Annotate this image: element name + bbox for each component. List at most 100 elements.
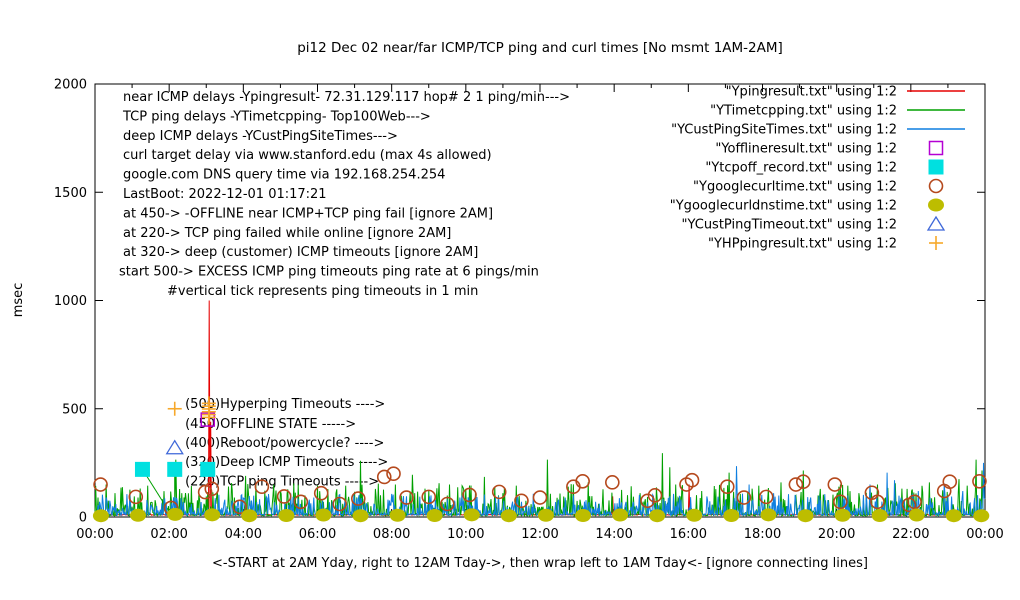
annotation-2: (450)OFFLINE STATE -----> (185, 417, 356, 432)
legend-entry-label: "YHPpingresult.txt" using 1:2 (708, 237, 897, 252)
x-axis-label: <-START at 2AM Yday, right to 12AM Tday-… (212, 556, 868, 571)
point-open-circle-series-6 (462, 487, 477, 503)
x-tick-label: 02:00 (150, 527, 187, 542)
point-open-circle-series-6 (827, 477, 843, 492)
y-tick-label: 1000 (54, 294, 87, 309)
annotation-4: (320)Deep ICMP Timeouts ----> (185, 455, 388, 470)
point-filled-circle-series-7 (973, 509, 990, 523)
point-filled-circle-series-7 (389, 508, 406, 522)
legend-open-circle-sample (928, 178, 944, 194)
point-open-circle-series-6 (684, 472, 700, 488)
point-filled-circle-series-7 (649, 509, 666, 523)
point-open-circle-series-6 (491, 484, 507, 500)
point-filled-circle-series-7 (612, 508, 629, 522)
x-tick-label: 10:00 (447, 527, 484, 542)
point-filled-circle-series-7 (834, 508, 851, 522)
y-tick-label: 2000 (54, 78, 87, 93)
point-open-circle-series-6 (350, 491, 366, 506)
point-open-circle-series-6 (788, 477, 804, 492)
point-open-circle-series-6 (93, 477, 108, 492)
point-filled-circle-series-7 (92, 509, 109, 523)
info-line-5: google.com DNS query time via 192.168.25… (123, 168, 445, 183)
info-line-2: TCP ping delays -YTimetcpping- Top100Web… (122, 109, 431, 124)
series-layer (92, 300, 990, 523)
x-tick-label: 08:00 (373, 527, 410, 542)
x-tick-label: 00:00 (76, 527, 113, 542)
info-line-4: curl target delay via www.stanford.edu (… (123, 148, 492, 163)
legend-entry-label: "Yofflineresult.txt" using 1:2 (715, 142, 897, 157)
axes-layer: 00:00 02:00 04:00 06:00 08:00 10:00 12:00 14:00… (54, 78, 1004, 543)
annotation-3: (400)Reboot/powercycle? ----> (185, 436, 384, 451)
point-filled-circle-series-7 (686, 508, 703, 522)
point-open-circle-series-6 (605, 475, 620, 490)
info-line-3: deep ICMP delays -YCustPingSiteTimes---> (123, 129, 398, 144)
point-filled-square-series-5 (134, 461, 150, 477)
x-tick-label: 16:00 (670, 527, 707, 542)
point-filled-circle-series-7 (241, 509, 258, 523)
point-open-circle-series-6 (647, 488, 663, 503)
point-filled-circle-series-7 (426, 508, 443, 522)
point-open-circle-series-6 (640, 493, 655, 509)
annotation-5: (220)TCP ping Timeouts -----> (185, 474, 379, 489)
point-open-circle-series-6 (204, 481, 220, 497)
x-tick-label: 12:00 (521, 527, 558, 542)
y-axis-label: msec (11, 283, 26, 318)
legend: "Ypingresult.txt" using 1:2 "YTimetcpping… (670, 85, 965, 252)
point-open-circle-series-6 (907, 494, 922, 510)
point-open-circle-series-6 (128, 489, 144, 505)
point-open-square-series-4 (200, 412, 215, 427)
legend-entry-label: "YCustPingTimeout.txt" using 1:2 (682, 218, 897, 233)
legend-entry-label: "Ypingresult.txt" using 1:2 (726, 85, 897, 100)
info-line-7: at 450-> -OFFLINE near ICMP+TCP ping fai… (123, 206, 493, 221)
point-filled-circle-series-7 (315, 508, 332, 522)
x-tick-label: 14:00 (595, 527, 632, 542)
point-filled-circle-series-7 (723, 508, 740, 522)
info-line-1: near ICMP delays -Ypingresult- 72.31.129… (123, 90, 570, 105)
point-filled-circle-series-7 (945, 509, 962, 523)
point-filled-circle-series-7 (167, 507, 184, 521)
x-tick-label: 00:00 (966, 527, 1003, 542)
point-filled-circle-series-7 (463, 508, 480, 522)
point-open-circle-series-6 (795, 474, 811, 490)
point-filled-square-series-5 (200, 461, 216, 477)
x-tick-label: 06:00 (299, 527, 336, 542)
point-open-circle-series-6 (736, 490, 752, 505)
plot-text-layer: near ICMP delays -Ypingresult- 72.31.129… (119, 90, 570, 489)
legend-filled-circle-sample (928, 198, 944, 212)
y-tick-label: 500 (62, 402, 87, 417)
point-open-circle-series-6 (376, 469, 392, 485)
point-open-triangle-series-8 (165, 439, 184, 455)
point-filled-circle-series-7 (130, 508, 147, 522)
point-open-circle-series-6 (439, 496, 455, 512)
legend-open-triangle-sample (926, 215, 946, 231)
x-tick-label: 18:00 (744, 527, 781, 542)
point-open-circle-series-6 (719, 479, 735, 494)
point-filled-circle-series-7 (575, 508, 592, 522)
point-filled-circle-series-7 (500, 509, 517, 523)
y-tick-label: 1500 (54, 186, 87, 201)
point-open-circle-series-6 (293, 494, 309, 510)
point-filled-circle-series-7 (204, 508, 221, 522)
point-open-circle-series-6 (386, 466, 401, 482)
legend-open-square-sample (928, 140, 944, 156)
legend-filled-square-sample (928, 159, 944, 175)
annotation-1: (500)Hyperping Timeouts ----> (185, 397, 385, 412)
point-filled-square-series-5 (167, 461, 183, 477)
x-tick-label: 22:00 (892, 527, 929, 542)
info-line-8: at 220-> TCP ping failed while online [i… (123, 226, 451, 241)
point-open-circle-series-6 (332, 496, 348, 512)
point-open-circle-series-6 (532, 490, 548, 505)
info-line-10: start 500-> EXCESS ICMP ping timeouts pi… (119, 265, 539, 280)
point-open-circle-series-6 (399, 490, 414, 505)
point-open-circle-series-6 (232, 499, 247, 515)
point-filled-circle-series-7 (352, 509, 369, 523)
point-filled-circle-series-7 (797, 509, 814, 523)
point-open-circle-series-6 (942, 474, 958, 490)
point-open-circle-series-6 (833, 494, 848, 510)
point-open-circle-series-6 (197, 484, 213, 500)
info-line-9: at 320-> deep (customer) ICMP timeouts [… (123, 245, 478, 260)
point-filled-circle-series-7 (278, 508, 295, 522)
x-tick-label: 04:00 (225, 527, 262, 542)
legend-entry-label: "Ygooglecurltime.txt" using 1:2 (693, 180, 897, 195)
